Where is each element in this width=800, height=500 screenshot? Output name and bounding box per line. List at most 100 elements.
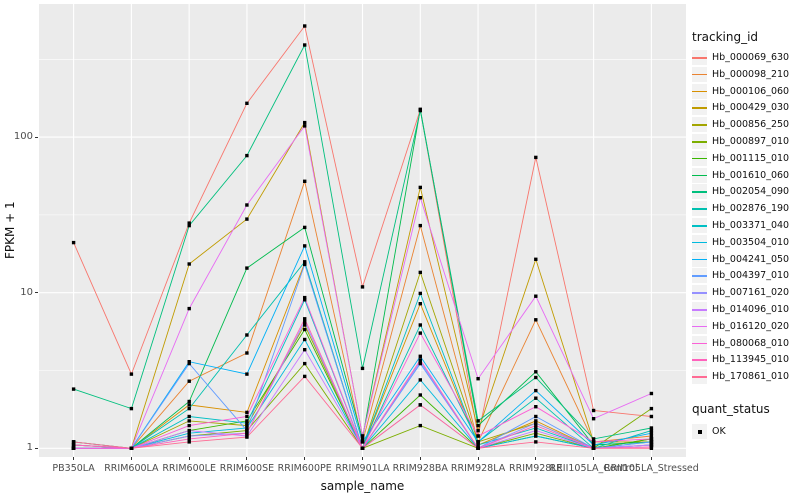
legend-key — [692, 134, 707, 149]
data-point — [360, 285, 365, 289]
data-point — [129, 446, 134, 450]
data-point — [245, 153, 249, 158]
data-point — [476, 434, 480, 438]
data-point — [187, 428, 191, 433]
data-point — [187, 399, 191, 404]
data-point — [187, 423, 191, 428]
data-point — [187, 434, 191, 438]
data-point — [245, 217, 249, 221]
data-point — [418, 291, 422, 296]
x-tick-label-RRIM928BA: RRIM928BA — [392, 463, 448, 474]
data-point — [534, 434, 538, 438]
x-tick-label-RRIM600LA: RRIM600LA — [104, 463, 159, 474]
data-point — [303, 43, 307, 47]
legend-label: Hb_000069_630 — [712, 52, 790, 63]
data-point — [303, 348, 307, 352]
data-point — [649, 426, 654, 430]
legend-entry-Hb_004241_050: Hb_004241_050 — [692, 251, 790, 267]
data-point — [476, 419, 480, 423]
y-tick-mark — [35, 136, 38, 138]
data-point — [187, 403, 191, 407]
data-point — [187, 361, 191, 366]
data-point — [534, 426, 538, 430]
data-point — [649, 440, 654, 444]
data-point — [187, 414, 191, 419]
x-tick-label-RRII105LA_Control: RRII105LA_Control — [549, 463, 638, 474]
data-point — [418, 354, 422, 358]
legend-entry-Hb_014096_010: Hb_014096_010 — [692, 302, 789, 317]
data-point — [418, 393, 422, 397]
legend-key-line-icon — [692, 208, 707, 210]
x-tick-mark — [419, 457, 421, 460]
legend-label: Hb_000856_250 — [712, 119, 790, 131]
legend-label: Hb_080068_010 — [712, 337, 790, 349]
data-point — [187, 437, 191, 441]
x-tick-mark — [73, 457, 75, 460]
x-tick-mark — [593, 457, 595, 460]
data-point — [245, 421, 249, 425]
data-point — [591, 408, 596, 413]
legend-entry-Hb_000429_030: Hb_000429_030 — [692, 100, 789, 116]
data-point — [534, 396, 538, 400]
legend-key — [692, 424, 707, 439]
data-point — [303, 361, 307, 366]
data-point — [303, 260, 307, 264]
legend-label: Hb_004241_050 — [712, 253, 790, 265]
legend-key-line-icon — [692, 124, 707, 126]
data-point — [187, 406, 191, 411]
x-tick-mark — [477, 457, 479, 460]
data-point — [245, 266, 249, 270]
legend-title-quant-status: quant_status — [692, 402, 770, 416]
data-point — [187, 379, 191, 383]
data-point — [534, 294, 538, 298]
data-point — [245, 435, 249, 439]
legend-label: Hb_000106_060 — [712, 85, 790, 97]
legend-key-line-icon — [692, 258, 707, 261]
data-point — [303, 374, 307, 379]
x-tick-mark — [362, 457, 363, 460]
data-point — [245, 419, 249, 423]
data-point — [187, 262, 191, 266]
legend-key — [692, 201, 707, 217]
legend-key-line-icon — [692, 309, 707, 311]
ok-square-marker-icon — [697, 429, 702, 434]
data-point — [245, 333, 249, 337]
y-tick-label: 10 — [20, 286, 33, 298]
legend: tracking_id Hb_000069_630 Hb_000098_210 Hb… — [692, 30, 800, 439]
data-point — [649, 443, 654, 447]
legend-entries: Hb_000069_630 Hb_000098_210 Hb_000106_060 H… — [692, 50, 800, 385]
x-tick-label-RRIM600SE: RRIM600SE — [219, 463, 275, 474]
legend-key — [692, 100, 707, 116]
x-tick-mark — [304, 457, 306, 460]
data-point — [245, 414, 249, 419]
legend-entry-Hb_001610_060: Hb_001610_060 — [692, 167, 789, 183]
legend-entry-Hb_004397_010: Hb_004397_010 — [692, 268, 790, 284]
legend-entry-Hb_000856_250: Hb_000856_250 — [692, 117, 790, 133]
legend-entry-Hb_016120_020: Hb_016120_020 — [692, 318, 790, 334]
data-point — [418, 223, 422, 228]
legend-label: Hb_014096_010 — [712, 304, 790, 315]
data-point — [303, 179, 307, 183]
legend-key — [692, 234, 707, 250]
data-point — [360, 434, 365, 438]
data-point — [418, 361, 422, 366]
data-point — [418, 185, 422, 190]
legend-key — [692, 150, 707, 166]
data-point — [534, 419, 538, 423]
legend-entry-Hb_002054_090: Hb_002054_090 — [692, 184, 789, 200]
data-point — [476, 428, 480, 433]
data-point — [71, 440, 76, 444]
legend-key — [692, 352, 707, 368]
data-point — [360, 440, 365, 444]
legend-label: Hb_170861_010 — [712, 371, 790, 383]
data-point — [245, 372, 249, 376]
legend-label: Hb_004397_010 — [712, 270, 790, 282]
legend-label: Hb_016120_020 — [712, 320, 790, 332]
data-point — [187, 440, 191, 444]
data-point — [129, 406, 134, 411]
legend-key — [692, 318, 707, 334]
data-point — [476, 446, 480, 450]
legend-key — [692, 218, 707, 233]
legend-key — [692, 335, 707, 351]
legend-key — [692, 184, 707, 200]
